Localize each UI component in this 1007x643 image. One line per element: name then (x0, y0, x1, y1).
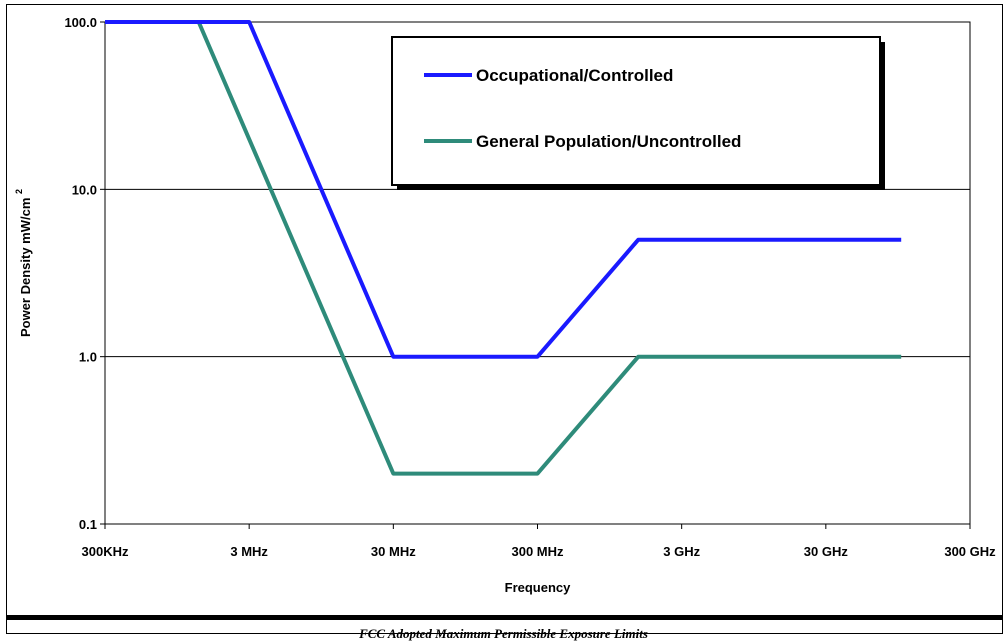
x-tick-label: 3 MHz (230, 544, 268, 559)
legend-box (391, 36, 881, 186)
exposure-limits-chart: 100.0 10.0 1.0 0.1 300KHz 3 MHz 30 MHz 300 MHz… (14, 15, 996, 595)
x-tick-label: 30 GHz (804, 544, 849, 559)
x-tick-label: 300 MHz (511, 544, 564, 559)
series-layer (105, 20, 902, 476)
legend: Occupational/Controlled General Populatio… (391, 36, 885, 190)
y-axis-title-superscript: 2 (14, 189, 24, 194)
y-axis-title: Power Density mW/cm 2 (14, 189, 33, 337)
y-tick-label: 100.0 (64, 15, 97, 30)
x-tick-label: 300KHz (82, 544, 129, 559)
legend-label: General Population/Uncontrolled (476, 132, 741, 151)
y-axis-title-text: Power Density mW/cm (18, 198, 33, 337)
x-tick-label: 3 GHz (663, 544, 700, 559)
x-axis-title: Frequency (505, 580, 572, 595)
x-tick-label: 300 GHz (944, 544, 996, 559)
y-tick-label: 0.1 (79, 517, 97, 532)
gridlines (105, 188, 970, 358)
x-tick-label: 30 MHz (371, 544, 416, 559)
legend-items: Occupational/Controlled General Populatio… (424, 66, 741, 151)
x-axis-ticks: 300KHz 3 MHz 30 MHz 300 MHz 3 GHz 30 GHz 300 G… (82, 524, 996, 559)
caption-divider (6, 615, 1003, 620)
y-tick-label: 1.0 (79, 350, 97, 365)
legend-label: Occupational/Controlled (476, 66, 673, 85)
chart-caption: FCC Adopted Maximum Permissible Exposure… (359, 626, 648, 641)
series-line-0 (105, 20, 902, 359)
y-axis-ticks: 100.0 10.0 1.0 0.1 (64, 15, 105, 532)
y-tick-label: 10.0 (72, 182, 97, 197)
